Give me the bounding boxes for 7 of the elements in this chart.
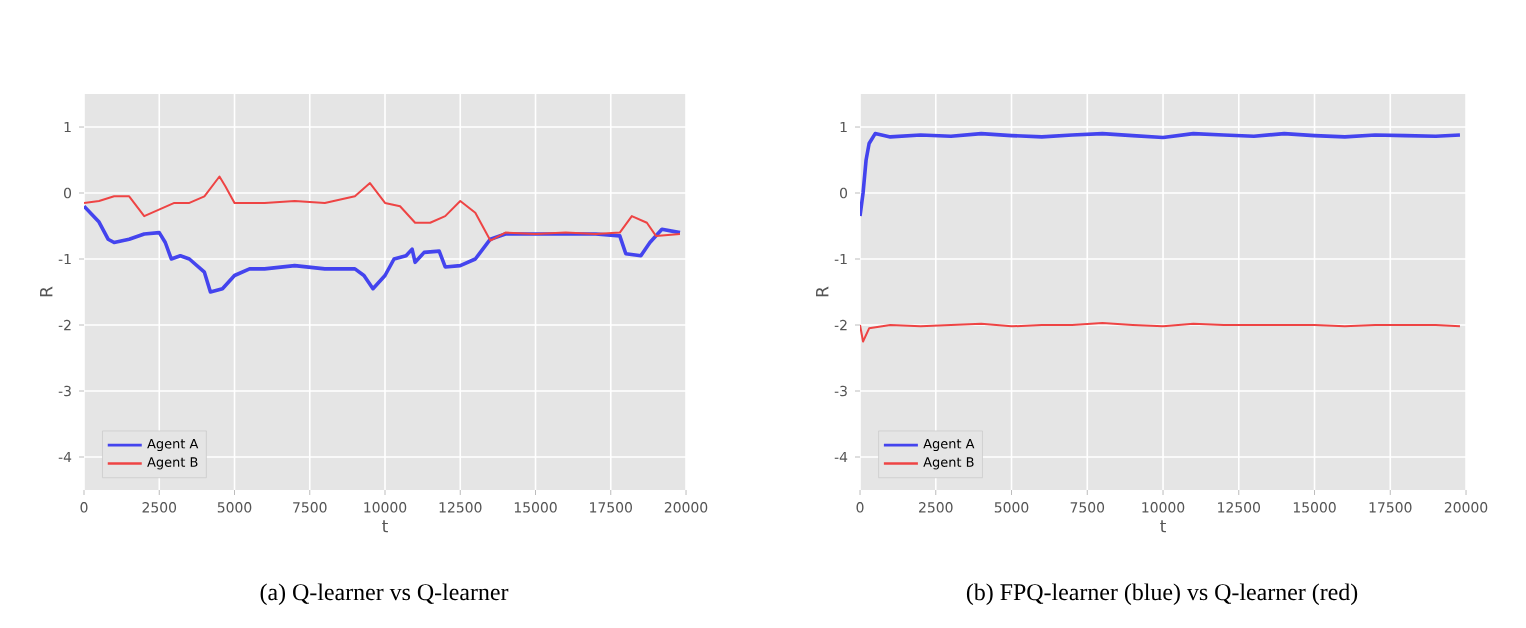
x-axis-title: t — [1160, 520, 1166, 533]
y-axis-title: R — [816, 286, 829, 297]
text: (a) Q-learner vs Q-learner — [260, 583, 509, 606]
line-series — [860, 131, 1462, 218]
x-axis-title: t — [382, 520, 388, 533]
text: (b) FPQ-learner (blue) vs Q-learner (red) — [966, 583, 1358, 606]
y-axis-title: R — [40, 286, 53, 297]
